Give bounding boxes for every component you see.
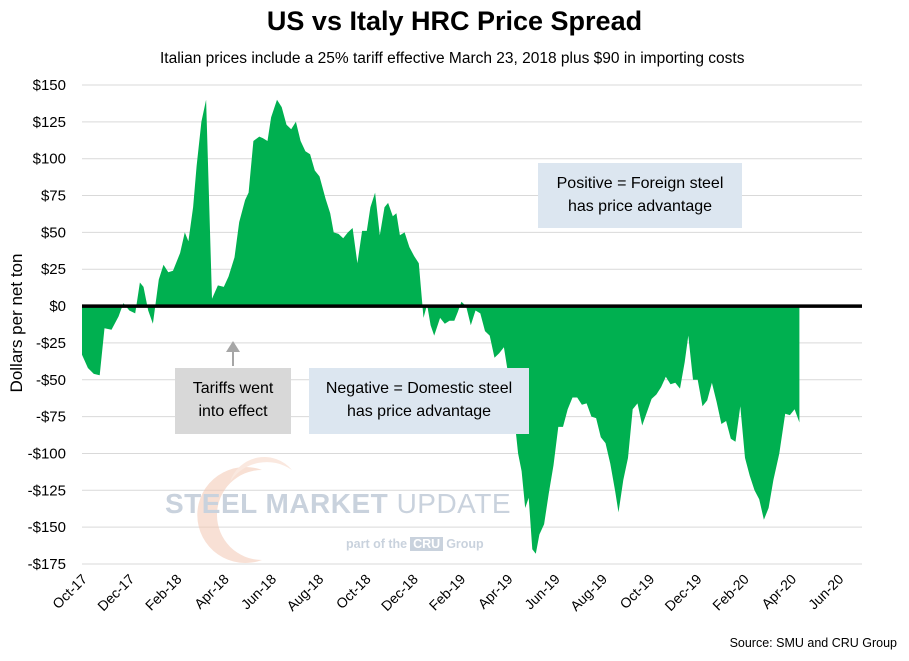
y-tick-label: $75 — [41, 188, 66, 205]
x-tick-label: Oct-18 — [333, 571, 374, 612]
positive-annotation: Positive = Foreign steel has price advan… — [538, 163, 742, 228]
y-tick-label: -$50 — [36, 372, 66, 389]
x-tick-label: Jun-19 — [521, 571, 563, 613]
x-tick-label: Feb-18 — [142, 571, 185, 614]
x-tick-label: Feb-20 — [709, 571, 752, 614]
y-tick-label: -$25 — [36, 335, 66, 352]
watermark-light: UPDATE — [396, 488, 512, 519]
y-tick-label: -$175 — [28, 556, 66, 573]
x-tick-label: Dec-19 — [661, 571, 704, 614]
watermark-sub-prefix: part of the — [346, 537, 408, 551]
x-tick-label: Apr-18 — [191, 571, 232, 612]
y-tick-label: -$125 — [28, 482, 66, 499]
x-tick-label: Jun-18 — [238, 571, 280, 613]
spread-area — [82, 99, 800, 554]
tariff-annotation-line-2: into effect — [198, 403, 268, 420]
positive-annotation-line-2: has price advantage — [567, 198, 713, 215]
x-tick-label: Feb-19 — [426, 571, 469, 614]
x-tick-label: Aug-19 — [567, 571, 610, 614]
y-tick-label: $25 — [41, 261, 66, 278]
x-tick-label: Apr-19 — [475, 571, 516, 612]
y-tick-label: $0 — [49, 298, 66, 315]
x-axis-ticks: Oct-17 Dec-17 Feb-18 Apr-18 Jun-18 Aug-18 Oct-… — [49, 571, 847, 614]
chart-subtitle: Italian prices include a 25% tariff effe… — [160, 50, 745, 67]
tariff-annotation: Tariffs went into effect — [175, 368, 291, 434]
watermark-sub-suffix: Group — [446, 537, 484, 551]
y-axis-label: Dollars per net ton — [7, 254, 26, 393]
y-tick-label: -$150 — [28, 519, 66, 536]
y-axis-ticks: $150 $125 $100 $75 $50 $25 $0 -$25 -$50 -$75 -$100… — [28, 77, 66, 573]
y-tick-label: -$75 — [36, 409, 66, 426]
source-note: Source: SMU and CRU Group — [729, 636, 897, 650]
y-tick-label: $150 — [33, 77, 66, 94]
y-tick-label: $100 — [33, 151, 66, 168]
negative-annotation: Negative = Domestic steel has price adva… — [309, 368, 529, 434]
positive-annotation-line-1: Positive = Foreign steel — [556, 175, 724, 192]
y-tick-label: $125 — [33, 114, 66, 131]
x-tick-label: Aug-18 — [283, 571, 326, 614]
watermark-bold: STEEL MARKET — [165, 488, 389, 519]
cru-logo-icon: CRU — [410, 537, 444, 551]
watermark-text: STEEL MARKET UPDATE — [165, 488, 511, 520]
x-tick-label: Dec-17 — [94, 571, 137, 614]
watermark-subtext: part of the CRU Group — [346, 537, 484, 551]
x-tick-label: Apr-20 — [758, 571, 799, 612]
tariff-arrow-icon — [226, 341, 240, 366]
x-tick-label: Jun-20 — [805, 571, 847, 613]
tariff-annotation-line-1: Tariffs went — [192, 380, 274, 397]
chart-title: US vs Italy HRC Price Spread — [266, 6, 643, 36]
y-tick-label: $50 — [41, 224, 66, 241]
x-tick-label: Dec-18 — [378, 571, 421, 614]
x-tick-label: Oct-19 — [616, 571, 657, 612]
y-tick-label: -$100 — [28, 445, 66, 462]
watermark-swoosh-icon — [197, 456, 292, 563]
negative-annotation-line-1: Negative = Domestic steel — [325, 380, 513, 397]
x-tick-label: Oct-17 — [49, 571, 90, 612]
negative-annotation-line-2: has price advantage — [346, 403, 492, 420]
